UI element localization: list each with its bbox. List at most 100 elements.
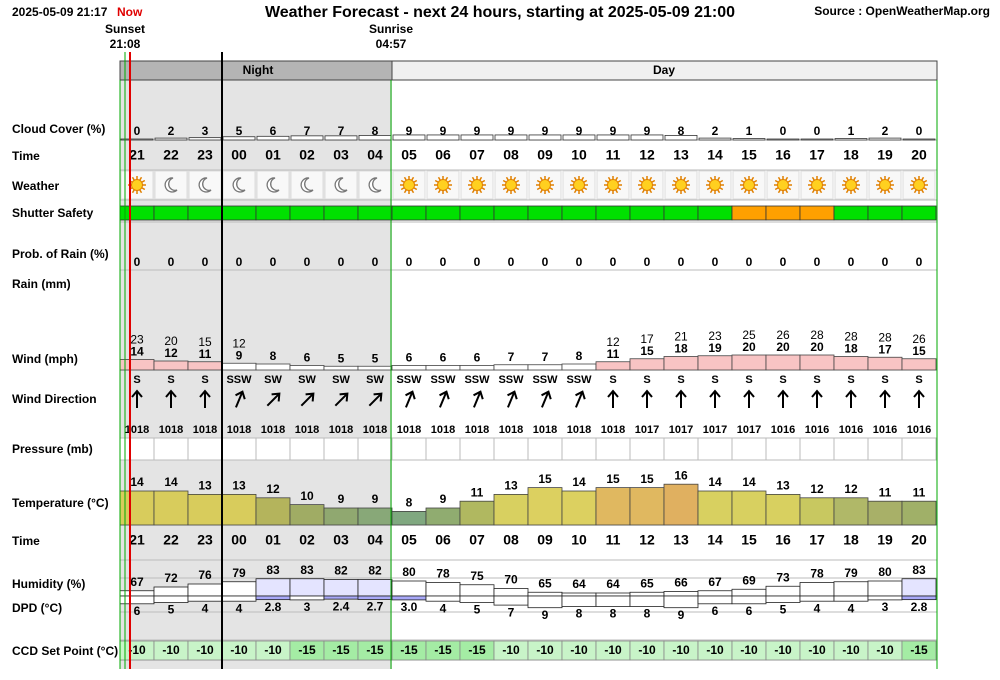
value-label: 15 (198, 335, 212, 349)
value-label: 21 (129, 532, 145, 548)
day-label: Day (653, 63, 675, 77)
wind-bar (561, 363, 597, 371)
pressure-cell (323, 437, 359, 461)
sun-icon (403, 179, 415, 191)
value-label: 06 (435, 147, 451, 163)
value-label: 2.8 (911, 600, 928, 614)
pressure-cell (595, 437, 631, 461)
arrow-head (743, 389, 755, 398)
value-label: 11 (471, 485, 484, 499)
value-label: 0 (610, 255, 617, 269)
wind-arrow (845, 389, 857, 408)
temperature-bar (459, 500, 495, 526)
value-label: 0 (406, 255, 413, 269)
value-label: -10 (774, 643, 792, 657)
value-label: -10 (128, 643, 146, 657)
value-label: 1016 (907, 424, 931, 436)
cloud-bar (460, 134, 494, 141)
pressure-cell (561, 437, 597, 461)
arrow-head (131, 389, 143, 398)
shutter-cell (663, 205, 699, 221)
dpd-bar (663, 595, 699, 609)
value-label: 22 (163, 147, 179, 163)
value-label: 1016 (839, 424, 863, 436)
value-label: 14 (742, 475, 756, 489)
sun-icon (777, 179, 789, 191)
arrow-head (271, 392, 281, 402)
value-label: 14 (164, 475, 178, 489)
value-label: S (779, 374, 786, 386)
value-label: 6 (746, 604, 753, 618)
value-label: 8 (678, 124, 685, 138)
shutter-cell (459, 205, 495, 221)
value-label: 0 (440, 255, 447, 269)
wind-bar (323, 365, 359, 371)
value-label: 18 (844, 342, 858, 356)
value-label: 1018 (261, 424, 285, 436)
moon-icon (334, 177, 348, 193)
humidity-bar (357, 579, 393, 597)
shutter-cell (493, 205, 529, 221)
temperature-bar (221, 493, 257, 526)
humidity-bar (867, 580, 903, 597)
wind-bar (595, 361, 631, 371)
value-label: 9 (236, 348, 243, 362)
value-label: 12 (232, 336, 246, 350)
wind-bar (765, 354, 801, 371)
value-label: 0 (542, 255, 549, 269)
value-label: 08 (503, 532, 519, 548)
temperature-bar (833, 497, 869, 526)
value-label: -10 (740, 643, 758, 657)
value-label: 1018 (431, 424, 455, 436)
temperature-bar (663, 483, 699, 526)
arrow-head (373, 392, 383, 402)
shutter-cell (323, 205, 359, 221)
sun-icon (437, 179, 449, 191)
value-label: -15 (468, 643, 486, 657)
value-label: SSW (464, 374, 490, 386)
value-label: 82 (368, 564, 382, 578)
value-label: 0 (814, 124, 821, 138)
value-label: 17 (809, 147, 825, 163)
wind-bar (901, 358, 937, 371)
pressure-cell (255, 437, 291, 461)
value-label: 13 (198, 479, 212, 493)
humidity-bar (595, 592, 631, 597)
sunset-time: 21:08 (110, 37, 141, 51)
value-label: 1018 (227, 424, 251, 436)
wind-arrow (777, 389, 789, 408)
shutter-cell (765, 205, 801, 221)
value-label: 1018 (567, 424, 591, 436)
cloud-bar (596, 134, 630, 141)
value-label: S (847, 374, 854, 386)
value-label: 14 (707, 532, 723, 548)
value-label: 8 (372, 124, 379, 138)
moon-icon (164, 177, 178, 193)
pressure-cell (459, 437, 495, 461)
cloud-bar (392, 134, 426, 141)
value-label: -15 (400, 643, 418, 657)
value-label: 0 (372, 255, 379, 269)
value-label: 25 (742, 328, 756, 342)
value-label: -10 (842, 643, 860, 657)
value-label: -10 (162, 643, 180, 657)
sun-icon (709, 179, 721, 191)
arrow-head (339, 392, 349, 402)
humidity-bar (187, 583, 223, 597)
dpd-bar (493, 595, 529, 606)
temperature-bar (799, 497, 835, 526)
wind-arrow (266, 392, 281, 407)
dpd-bar (459, 595, 495, 603)
value-label: 0 (916, 124, 923, 138)
temperature-bar (901, 500, 937, 526)
value-label: 9 (542, 124, 549, 138)
value-label: 02 (299, 532, 315, 548)
now-label: Now (117, 5, 143, 19)
value-label: 4 (202, 601, 209, 615)
humidity-bar (527, 591, 563, 597)
pressure-cell (765, 437, 801, 461)
value-label: 10 (571, 147, 587, 163)
temperature-bar (153, 490, 189, 526)
value-label: 0 (644, 255, 651, 269)
value-label: 01 (265, 147, 281, 163)
